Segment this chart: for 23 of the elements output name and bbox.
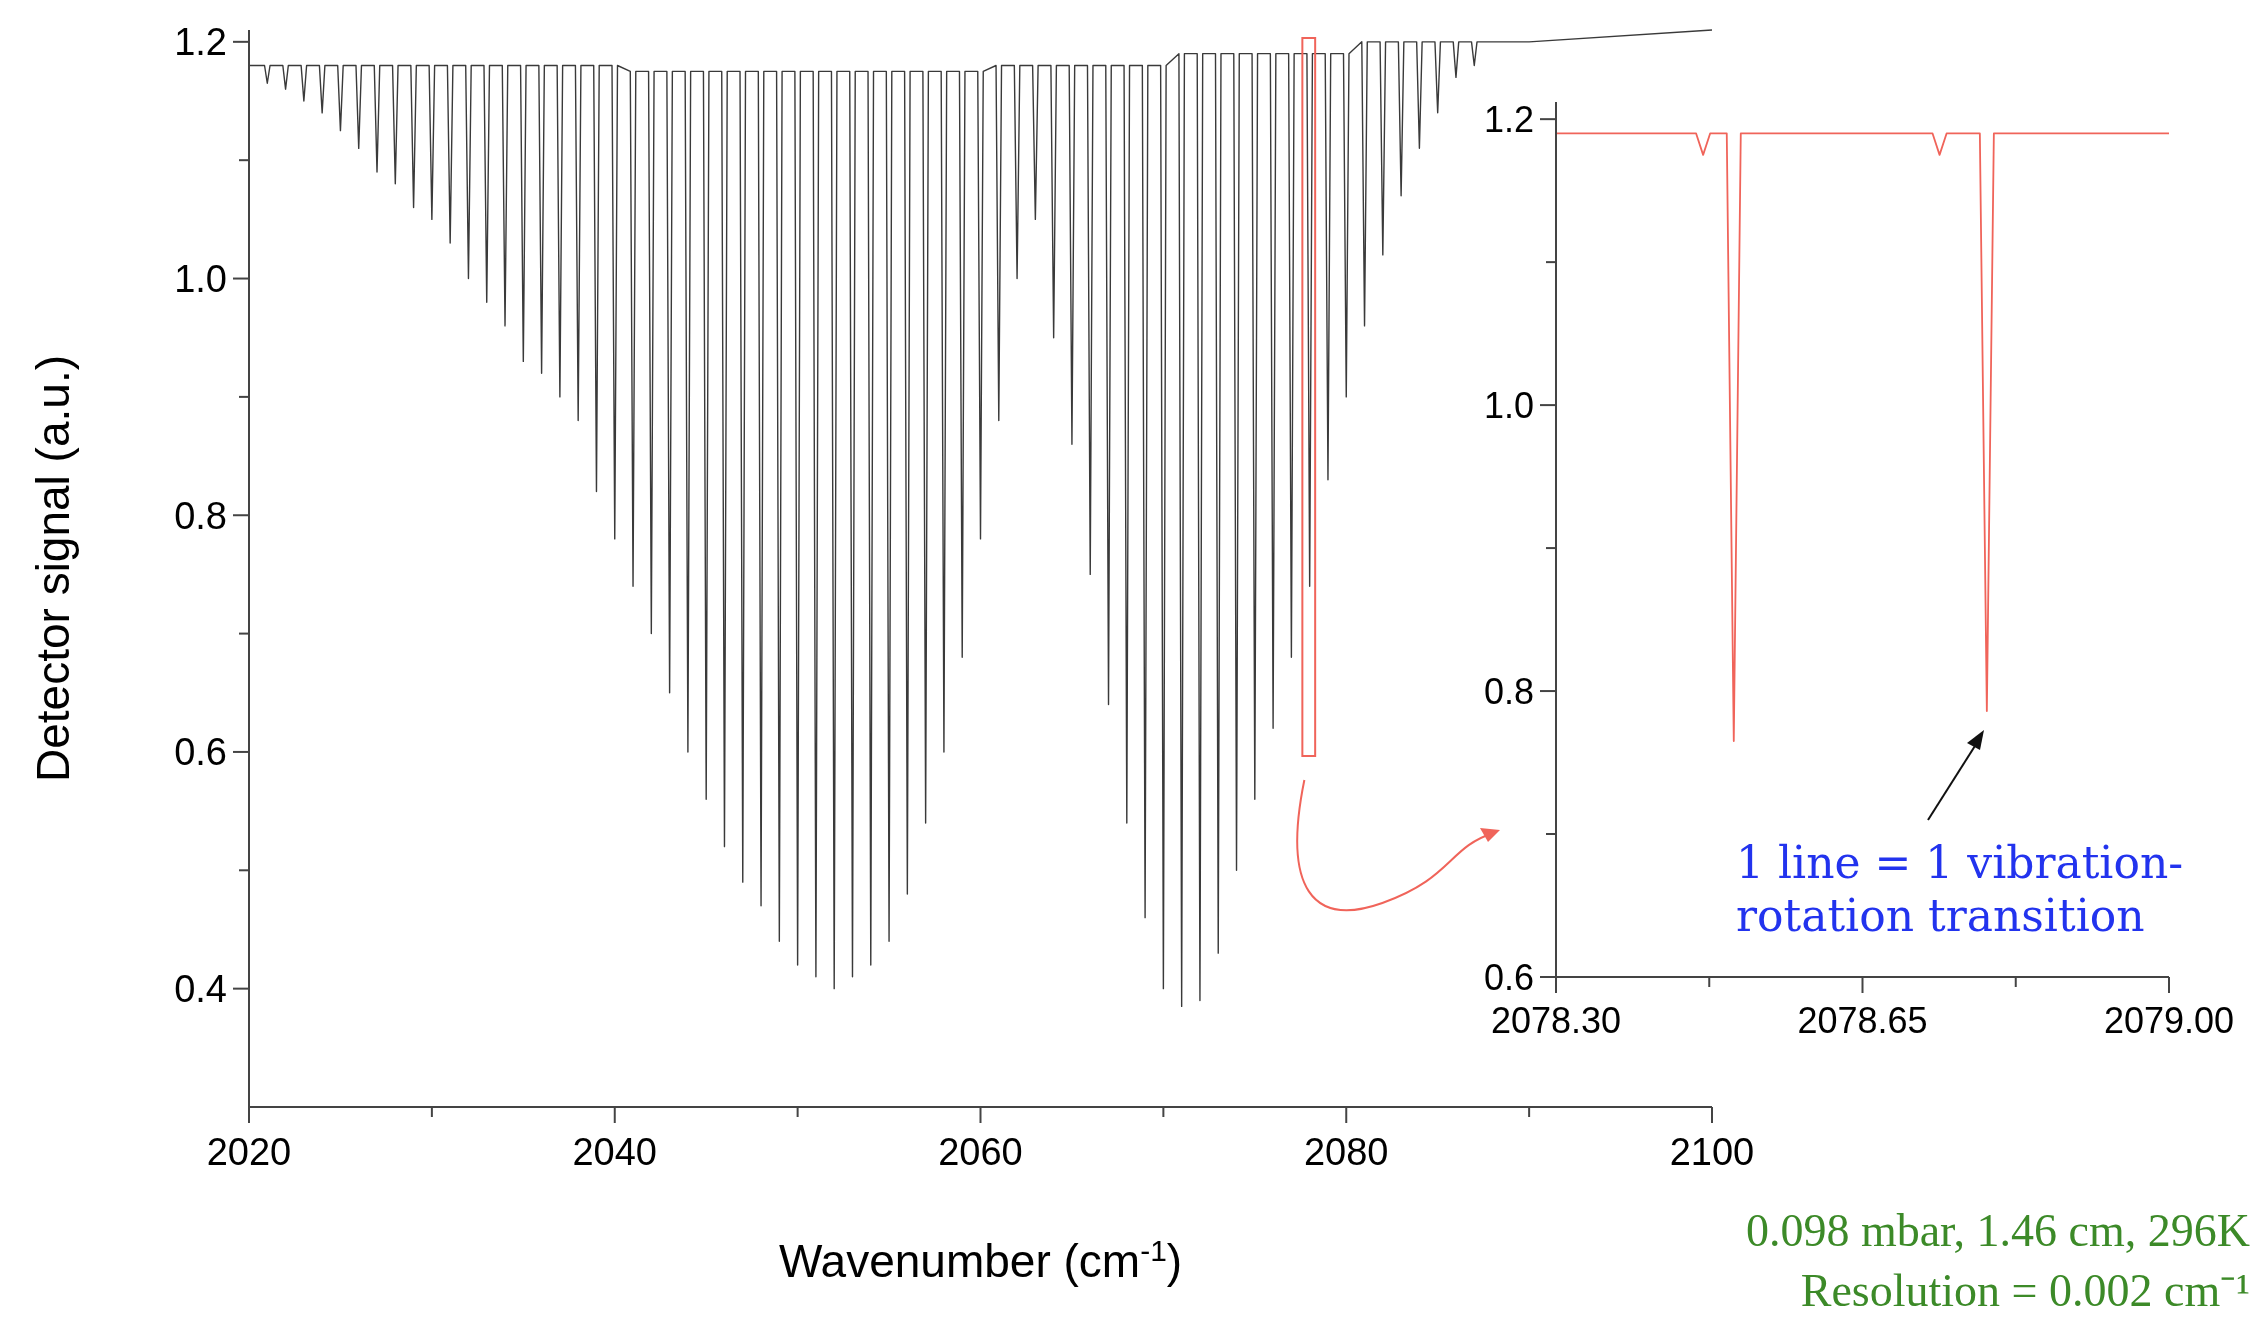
x-tick-label: 2078.30 [1490,1000,1622,1041]
y-tick-label: 0.6 [1483,956,1534,998]
x-tick-label: 2100 [1669,1131,1755,1173]
text: 0.098 mbar, 1.46 cm, 296K [1745,1205,2250,1256]
y-tick-label: 1.2 [174,21,227,64]
annotation: 1 line = 1 vibration-rotation transition [1736,837,2184,941]
x-tick-label: 2020 [206,1131,292,1173]
line-series [1555,132,2170,742]
y-tick-label: 1.2 [1483,98,1534,140]
y-tick-label: 1.0 [1483,384,1534,426]
x-tick-label: 2060 [938,1131,1023,1173]
x-axis-title: Wavenumber (cm$^{-1}$) [778,1233,1183,1287]
y-tick-label: 0.6 [174,731,227,774]
y-tick-label: 0.4 [174,967,227,1010]
y-axis-title: Detector signal (a.u.) [27,355,79,782]
y-tick-label: 1.0 [174,257,227,300]
x-tick-label: 2078.65 [1797,1000,1928,1041]
y-tick-label: 0.8 [1483,670,1534,712]
x-tick-label: 2079.00 [2103,1000,2235,1041]
x-tick-label: 2040 [572,1131,658,1173]
x-tick-label: 2080 [1303,1131,1389,1173]
text: Resolution = 0.002 cm⁻¹ [1800,1265,2250,1316]
y-tick-label: 0.8 [174,494,227,537]
